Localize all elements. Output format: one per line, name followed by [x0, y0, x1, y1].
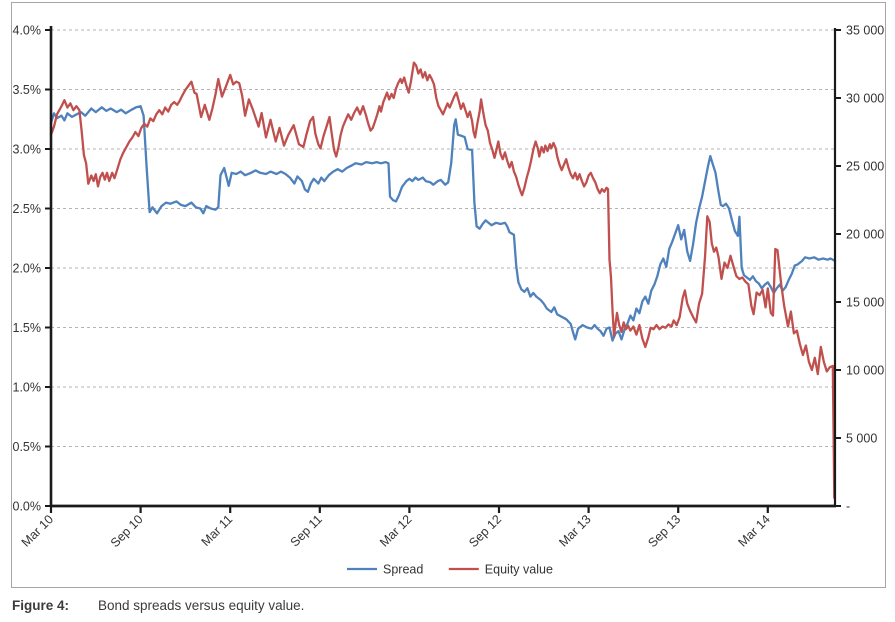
- svg-text:2.0%: 2.0%: [13, 262, 42, 276]
- svg-text:Mar 11: Mar 11: [199, 512, 236, 549]
- svg-text:Mar 14: Mar 14: [736, 512, 773, 549]
- svg-text:0.5%: 0.5%: [13, 440, 42, 454]
- series-equity-value-line: [49, 61, 836, 499]
- axes: [49, 26, 837, 508]
- svg-text:20 000: 20 000: [846, 228, 884, 242]
- series-spread-line: [49, 105, 837, 342]
- svg-text:Mar 10: Mar 10: [19, 512, 56, 549]
- svg-text:Mar 12: Mar 12: [377, 512, 414, 549]
- figure-caption: Figure 4: Bond spreads versus equity valu…: [12, 598, 882, 613]
- svg-text:25 000: 25 000: [846, 160, 884, 174]
- right-axis: - 5 000 10 000 15 000 20 000 25 000 30 000 35 0…: [835, 24, 884, 514]
- svg-text:Sep 13: Sep 13: [645, 512, 683, 550]
- figure-box: 0.0% 0.5% 1.0% 1.5% 2.0% 2.5% 3.0% 3.5% 4.0% - 5 0…: [11, 2, 886, 588]
- svg-text:4.0%: 4.0%: [13, 24, 42, 38]
- svg-text:0.0%: 0.0%: [13, 500, 42, 514]
- x-axis: Mar 10 Sep 10 Mar 11 Sep 11 Mar 12 Sep 12 Mar …: [19, 506, 773, 550]
- bond-spread-equity-chart: 0.0% 0.5% 1.0% 1.5% 2.0% 2.5% 3.0% 3.5% 4.0% - 5 0…: [13, 24, 885, 577]
- svg-text:2.5%: 2.5%: [13, 202, 42, 216]
- svg-text:Mar 13: Mar 13: [556, 512, 593, 549]
- svg-text:Sep 10: Sep 10: [108, 512, 146, 550]
- svg-text:3.0%: 3.0%: [13, 143, 42, 157]
- svg-text:15 000: 15 000: [846, 296, 884, 310]
- legend-label-equity-value: Equity value: [485, 563, 553, 577]
- gridlines: [51, 29, 835, 447]
- svg-text:1.5%: 1.5%: [13, 321, 42, 335]
- svg-text:10 000: 10 000: [846, 364, 884, 378]
- left-axis: 0.0% 0.5% 1.0% 1.5% 2.0% 2.5% 3.0% 3.5% 4.0%: [13, 24, 51, 514]
- legend-label-spread: Spread: [383, 563, 423, 577]
- svg-text:-: -: [846, 500, 850, 514]
- svg-text:3.5%: 3.5%: [13, 83, 42, 97]
- figure-caption-label: Figure 4:: [12, 598, 70, 613]
- svg-text:35 000: 35 000: [846, 24, 884, 38]
- svg-text:1.0%: 1.0%: [13, 381, 42, 395]
- legend: Spread Equity value: [347, 563, 553, 577]
- svg-text:Sep 11: Sep 11: [288, 512, 325, 549]
- svg-text:30 000: 30 000: [846, 92, 884, 106]
- figure-caption-text: Bond spreads versus equity value.: [98, 598, 305, 613]
- svg-text:5 000: 5 000: [846, 432, 877, 446]
- svg-text:Sep 12: Sep 12: [466, 512, 504, 550]
